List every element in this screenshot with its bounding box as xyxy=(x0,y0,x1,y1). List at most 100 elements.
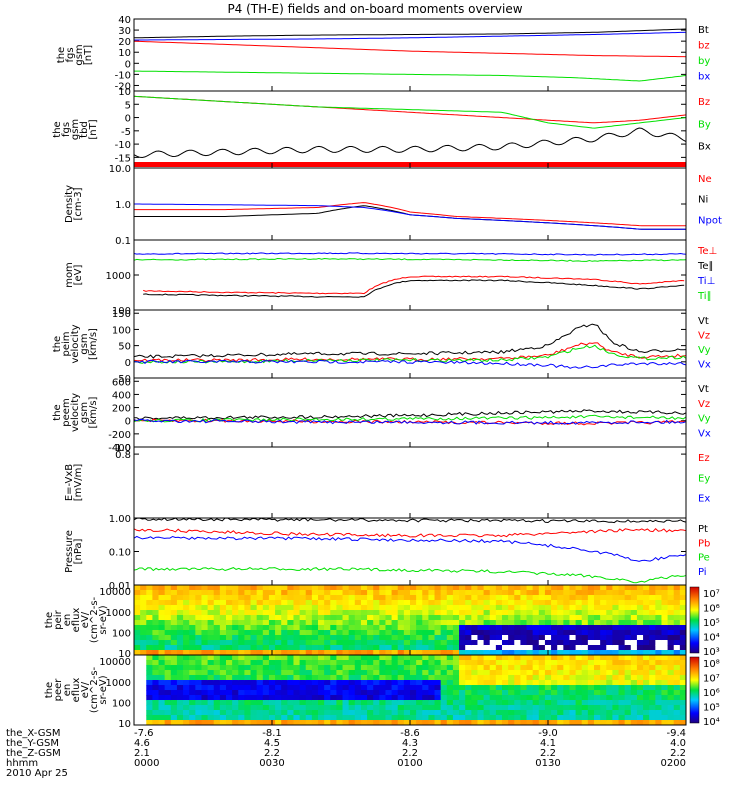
heatmap-cell xyxy=(587,660,595,666)
heatmap-cell xyxy=(367,610,374,616)
series-line-Te⊥ xyxy=(143,275,685,295)
heatmap-cell xyxy=(170,695,178,701)
heatmap-cell xyxy=(158,655,166,661)
heatmap-cell xyxy=(244,610,252,616)
heatmap-cell xyxy=(348,600,356,606)
heatmap-cell xyxy=(557,615,564,621)
heatmap-cell xyxy=(514,655,521,661)
heatmap-cell xyxy=(275,645,282,651)
heatmap-cell xyxy=(649,660,656,666)
heatmap-cell xyxy=(587,635,595,641)
heatmap-cell xyxy=(594,650,601,656)
colorbar xyxy=(689,586,700,654)
ytick-label: 600 xyxy=(112,377,131,388)
heatmap-cell xyxy=(551,695,558,701)
heatmap-cell xyxy=(618,595,626,601)
heatmap-cell xyxy=(679,640,687,646)
panel-frame xyxy=(133,18,687,92)
colorbar-label: 10⁴ xyxy=(703,717,720,728)
heatmap-cell xyxy=(624,610,632,616)
heatmap-cell xyxy=(489,680,497,686)
heatmap-cell xyxy=(134,655,141,661)
heatmap-cell xyxy=(164,630,172,636)
heatmap-cell xyxy=(348,715,356,721)
heatmap-cell xyxy=(226,720,233,726)
heatmap-cell xyxy=(299,585,307,591)
heatmap-cell xyxy=(140,620,147,626)
heatmap-cell xyxy=(416,660,423,666)
heatmap-cell xyxy=(612,700,620,706)
heatmap-cell xyxy=(311,610,319,616)
heatmap-cell xyxy=(477,690,485,696)
heatmap-cell xyxy=(201,720,209,726)
heatmap-cell xyxy=(256,680,264,686)
heatmap-cell xyxy=(281,705,288,711)
heatmap-cell xyxy=(667,700,675,706)
heatmap-cell xyxy=(612,620,620,626)
heatmap-cell xyxy=(544,690,552,696)
heatmap-cell xyxy=(256,590,264,596)
heatmap-cell xyxy=(477,645,485,651)
ytick-label: 20 xyxy=(118,37,131,48)
heatmap-cell xyxy=(299,635,307,641)
heatmap-cell xyxy=(293,615,301,621)
heatmap-cell xyxy=(551,690,558,696)
heatmap-cell xyxy=(416,640,423,646)
heatmap-cell xyxy=(183,630,190,636)
heatmap-cell xyxy=(643,585,650,591)
heatmap-cell xyxy=(612,680,620,686)
heatmap-cell xyxy=(661,650,669,656)
heatmap-cell xyxy=(477,605,485,611)
heatmap-cell xyxy=(226,615,233,621)
heatmap-cell xyxy=(661,610,669,616)
heatmap-cell xyxy=(152,640,160,646)
heatmap-cell xyxy=(287,610,294,616)
heatmap-cell xyxy=(587,615,595,621)
heatmap-cell xyxy=(348,625,356,631)
heatmap-cell xyxy=(532,635,540,641)
heatmap-cell xyxy=(299,640,307,646)
heatmap-cell xyxy=(195,640,202,646)
heatmap-cell xyxy=(170,720,178,726)
heatmap-cell xyxy=(575,660,583,666)
heatmap-cell xyxy=(526,695,534,701)
heatmap-cell xyxy=(140,690,147,696)
timeaxis-value: 4.5 xyxy=(264,738,280,749)
heatmap-cell xyxy=(140,625,147,631)
heatmap-cell xyxy=(373,665,380,671)
heatmap-cell xyxy=(465,590,472,596)
heatmap-cell xyxy=(367,690,374,696)
heatmap-cell xyxy=(618,610,626,616)
heatmap-cell xyxy=(287,705,294,711)
heatmap-cell xyxy=(416,615,423,621)
heatmap-cell xyxy=(360,585,368,591)
heatmap-cell xyxy=(643,685,650,691)
heatmap-cell xyxy=(459,715,466,721)
heatmap-cell xyxy=(403,600,411,606)
heatmap-cell xyxy=(440,675,448,681)
heatmap-cell xyxy=(268,630,276,636)
heatmap-cell xyxy=(238,595,245,601)
heatmap-cell xyxy=(661,625,669,631)
heatmap-cell xyxy=(544,700,552,706)
heatmap-cell xyxy=(667,680,675,686)
heatmap-cell xyxy=(557,675,564,681)
heatmap-cell xyxy=(661,660,669,666)
heatmap-cell xyxy=(575,605,583,611)
heatmap-cell xyxy=(158,645,166,651)
heatmap-cell xyxy=(244,650,252,656)
heatmap-cell xyxy=(336,670,344,676)
heatmap-cell xyxy=(520,670,528,676)
heatmap-cell xyxy=(520,680,528,686)
heatmap-cell xyxy=(256,615,264,621)
heatmap-cell xyxy=(385,700,393,706)
heatmap-cell xyxy=(238,650,245,656)
heatmap-cell xyxy=(287,585,294,591)
heatmap-cell xyxy=(336,705,344,711)
heatmap-cell xyxy=(428,695,436,701)
heatmap-cell xyxy=(514,590,521,596)
heatmap-cell xyxy=(281,695,288,701)
heatmap-cell xyxy=(667,625,675,631)
heatmap-cell xyxy=(318,610,325,616)
heatmap-cell xyxy=(140,615,147,621)
